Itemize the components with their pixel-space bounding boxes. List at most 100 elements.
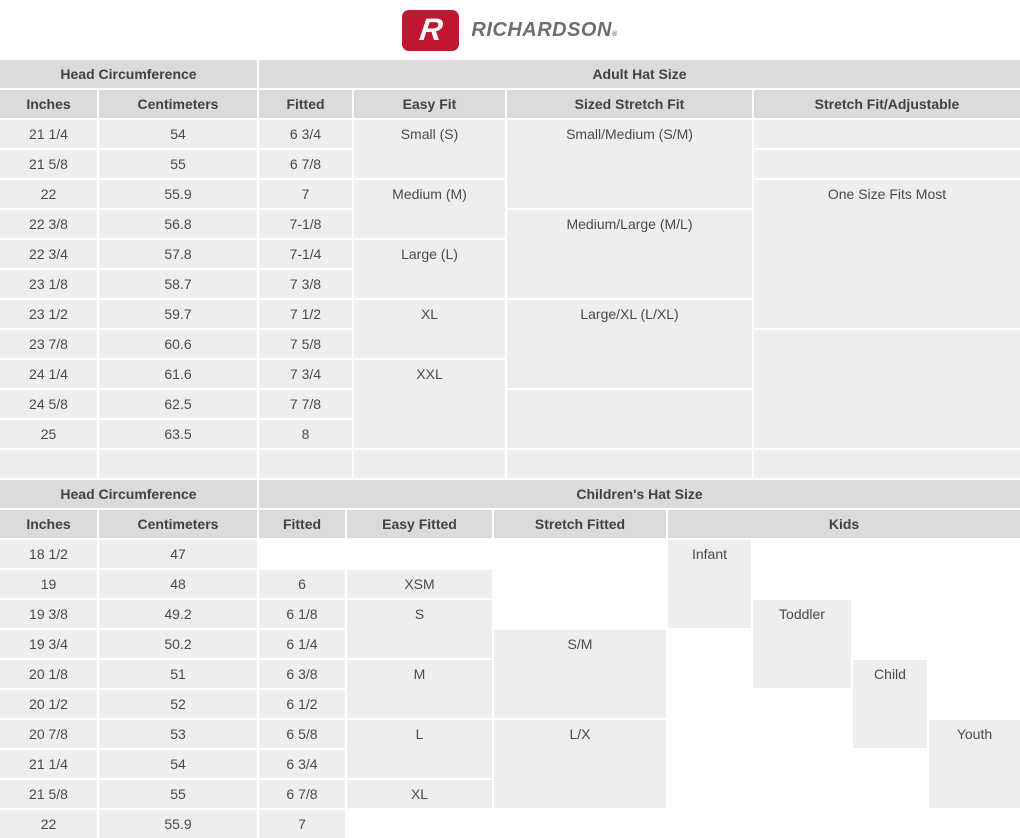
column-header-fitted: Fitted: [259, 90, 352, 118]
children-head-circumference-header: Head Circumference: [0, 480, 257, 508]
size-cell: 24 5/8: [0, 390, 97, 418]
size-cell: 7: [259, 180, 352, 208]
size-cell: Medium (M): [354, 180, 505, 238]
size-cell: 55.9: [99, 180, 257, 208]
size-cell: 60.6: [99, 330, 257, 358]
size-cell: S/M: [494, 630, 666, 718]
size-cell: 7-1/4: [259, 240, 352, 268]
size-cell: 23 1/2: [0, 300, 97, 328]
size-cell: 6 5/8: [259, 720, 345, 748]
size-cell: Medium/Large (M/L): [507, 210, 752, 298]
size-cell: 6 7/8: [259, 780, 345, 808]
size-cell: 23 1/8: [0, 270, 97, 298]
size-cell: 19 3/4: [0, 630, 97, 658]
empty-cell: [0, 450, 97, 478]
size-cell: 56.8: [99, 210, 257, 238]
empty-cell: [754, 120, 1020, 148]
column-header-fitted: Fitted: [259, 510, 345, 538]
size-cell: M: [347, 660, 492, 718]
size-cell: 6 1/4: [259, 630, 345, 658]
size-cell: 47: [99, 540, 257, 568]
empty-cell: [507, 450, 752, 478]
size-cell: 62.5: [99, 390, 257, 418]
kids-cell-infant: Infant: [668, 540, 751, 628]
size-cell: 49.2: [99, 600, 257, 628]
size-cell: L: [347, 720, 492, 778]
size-cell: 6 3/4: [259, 750, 345, 778]
empty-cell: [507, 390, 752, 448]
size-cell: 19: [0, 570, 97, 598]
column-header-easy-fitted: Easy Fitted: [347, 510, 492, 538]
column-header-kids: Kids: [668, 510, 1020, 538]
size-cell: XL: [347, 780, 492, 808]
size-cell: 7 3/8: [259, 270, 352, 298]
size-cell: 6 3/8: [259, 660, 345, 688]
size-cell: Small (S): [354, 120, 505, 178]
size-cell: S: [347, 600, 492, 658]
empty-cell: [259, 450, 352, 478]
size-cell: XXL: [354, 360, 505, 448]
kids-cell-youth: Youth: [929, 720, 1020, 808]
empty-cell: [754, 150, 1020, 178]
size-cell: 7 3/4: [259, 360, 352, 388]
size-cell: 6: [259, 570, 345, 598]
size-cell: 20 1/2: [0, 690, 97, 718]
size-cell: 6 1/2: [259, 690, 345, 718]
size-cell: 22 3/8: [0, 210, 97, 238]
size-cell: Large (L): [354, 240, 505, 298]
brand-name-text: RICHARDSON: [471, 19, 612, 41]
size-cell: 22: [0, 810, 97, 838]
kids-cell-child: Child: [853, 660, 927, 748]
size-cell: 6 7/8: [259, 150, 352, 178]
kids-cell-toddler: Toddler: [753, 600, 851, 688]
size-cell: 54: [99, 120, 257, 148]
size-cell: Large/XL (L/XL): [507, 300, 752, 388]
size-cell: 55: [99, 150, 257, 178]
size-cell: 7 1/2: [259, 300, 352, 328]
size-cell: 55.9: [99, 810, 257, 838]
size-chart: Head Circumference Adult Hat Size Inches Ce…: [0, 60, 1020, 838]
size-cell: Small/Medium (S/M): [507, 120, 752, 208]
size-cell: 59.7: [99, 300, 257, 328]
brand-logo: R RICHARDSON®: [0, 0, 1020, 60]
empty-cell: [99, 450, 257, 478]
size-cell: 21 5/8: [0, 780, 97, 808]
size-cell: 53: [99, 720, 257, 748]
size-cell: 48: [99, 570, 257, 598]
size-cell: 22 3/4: [0, 240, 97, 268]
size-cell: 21 1/4: [0, 750, 97, 778]
size-cell: L/X: [494, 720, 666, 808]
column-header-stretch-fit-adjustable: Stretch Fit/Adjustable: [754, 90, 1020, 118]
size-cell: 50.2: [99, 630, 257, 658]
empty-cell: [754, 330, 1020, 448]
column-header-centimeters: Centimeters: [99, 510, 257, 538]
size-cell: 7: [259, 810, 345, 838]
size-cell: 7 7/8: [259, 390, 352, 418]
size-cell: 22: [0, 180, 97, 208]
size-cell: XSM: [347, 570, 492, 598]
empty-cell: [754, 450, 1020, 478]
richardson-r-logo-icon: R: [402, 9, 460, 51]
column-header-easy-fit: Easy Fit: [354, 90, 505, 118]
column-header-stretch-fitted: Stretch Fitted: [494, 510, 666, 538]
size-cell: XL: [354, 300, 505, 358]
brand-name: RICHARDSON®: [471, 20, 617, 40]
size-cell: 54: [99, 750, 257, 778]
size-cell: 63.5: [99, 420, 257, 448]
size-cell: 24 1/4: [0, 360, 97, 388]
size-cell: 19 3/8: [0, 600, 97, 628]
size-cell: 61.6: [99, 360, 257, 388]
size-cell: 55: [99, 780, 257, 808]
size-cell: 23 7/8: [0, 330, 97, 358]
size-cell: 20 7/8: [0, 720, 97, 748]
size-cell: 7-1/8: [259, 210, 352, 238]
column-header-sized-stretch-fit: Sized Stretch Fit: [507, 90, 752, 118]
size-cell: 21 5/8: [0, 150, 97, 178]
size-cell: 51: [99, 660, 257, 688]
adult-head-circumference-header: Head Circumference: [0, 60, 257, 88]
registered-trademark-mark: ®: [611, 31, 618, 38]
empty-cell: [354, 450, 505, 478]
size-cell: 52: [99, 690, 257, 718]
size-cell: 6 3/4: [259, 120, 352, 148]
size-cell: 6 1/8: [259, 600, 345, 628]
